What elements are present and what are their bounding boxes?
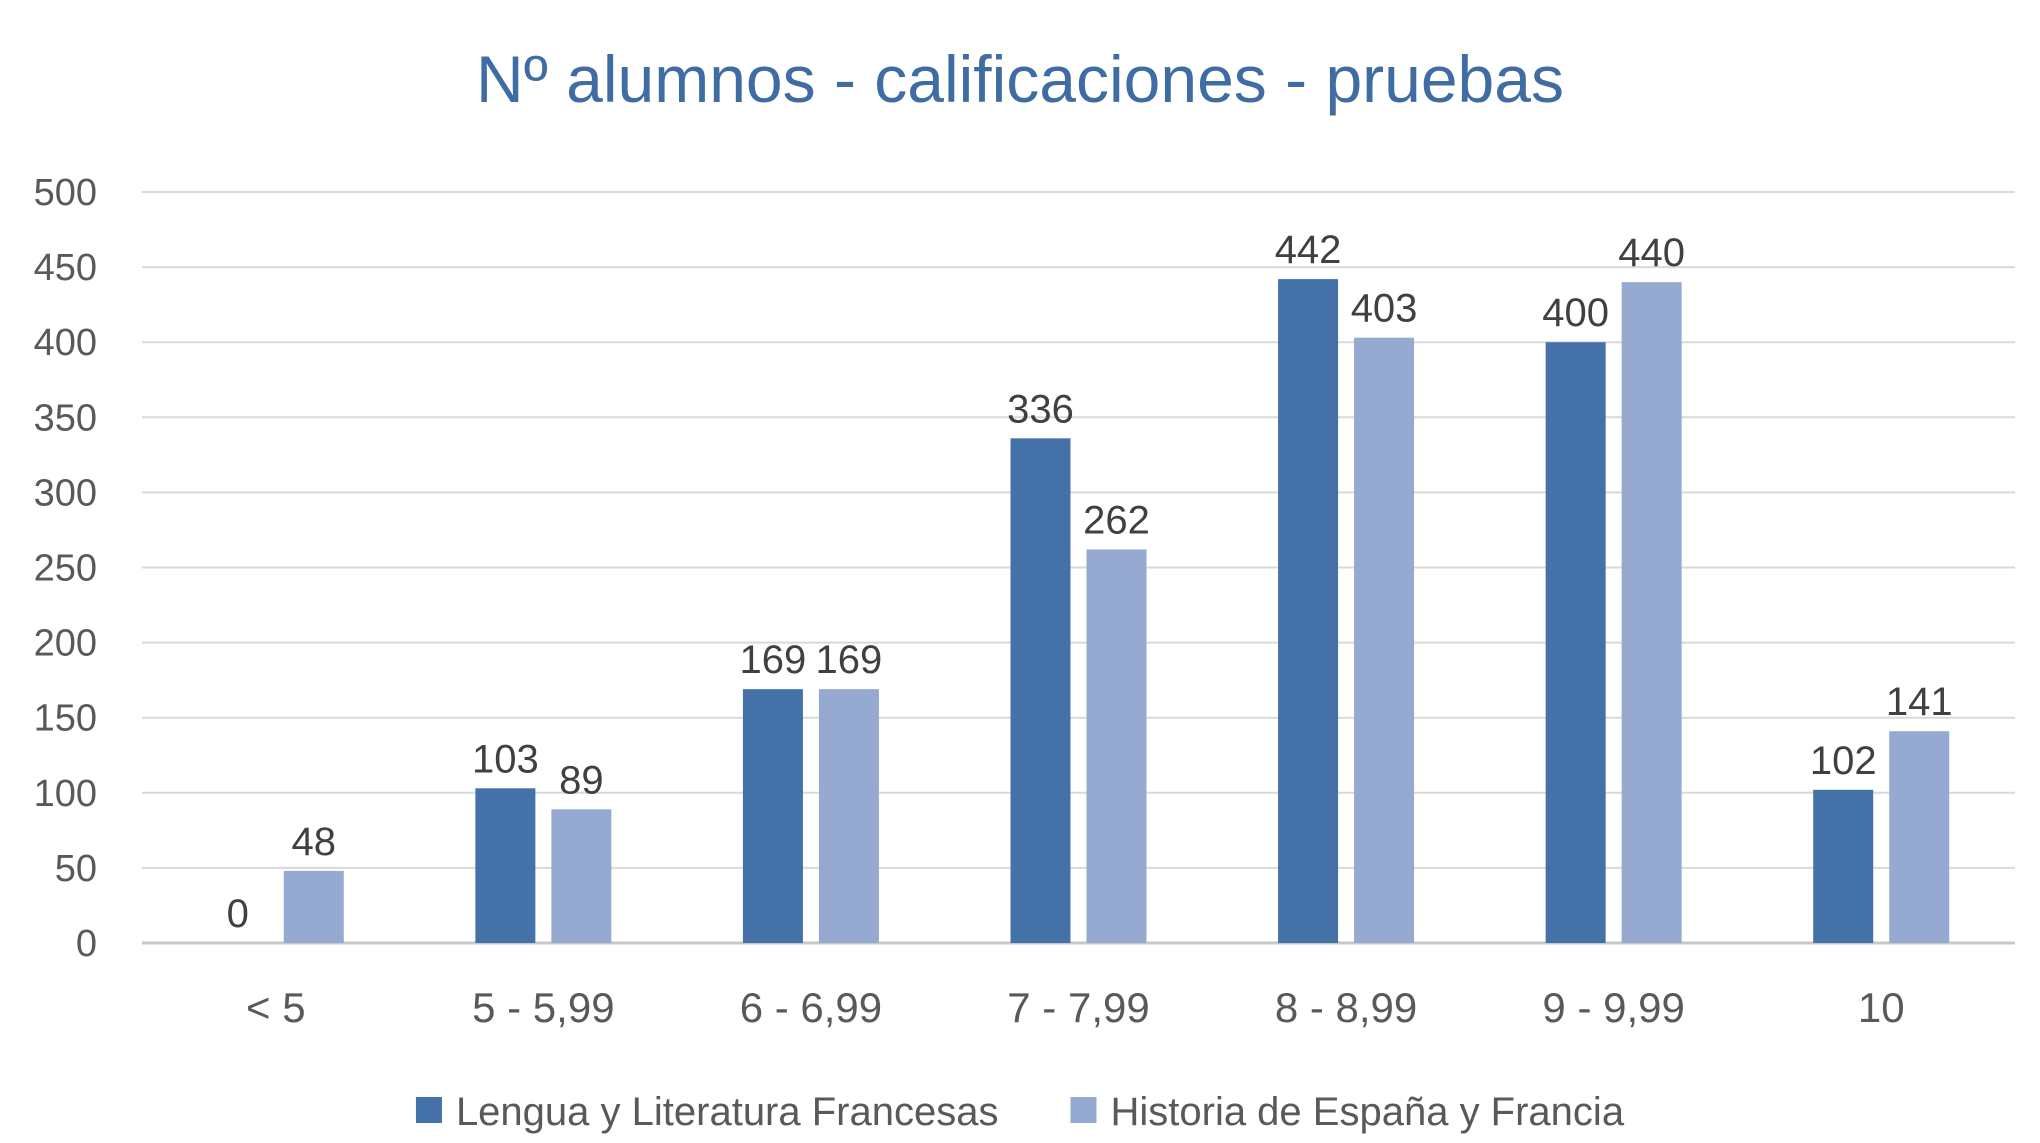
x-category-label: 9 - 9,99 (1542, 984, 1684, 1031)
y-tick-label: 200 (34, 623, 97, 665)
bar (475, 788, 536, 943)
x-category-label: 8 - 8,99 (1275, 984, 1417, 1031)
bar (1813, 789, 1874, 943)
data-label: 169 (816, 638, 883, 682)
data-label: 103 (472, 737, 539, 781)
bar (1086, 549, 1147, 943)
x-category-label: 5 - 5,99 (472, 984, 614, 1031)
bar (1354, 337, 1415, 944)
y-axis-ticks: 0 50 100 150 200 250 300 350 400 450 500 (34, 172, 97, 965)
bar (1545, 342, 1606, 943)
data-label: 102 (1810, 739, 1877, 783)
y-tick-label: 50 (55, 848, 97, 890)
y-tick-label: 250 (34, 548, 97, 590)
y-tick-label: 150 (34, 698, 97, 740)
x-category-label: 7 - 7,99 (1007, 984, 1149, 1031)
data-label: 48 (292, 820, 337, 864)
legend-label: Lengua y Literatura Francesas (456, 1090, 999, 1134)
data-label: 403 (1351, 287, 1418, 331)
y-tick-label: 300 (34, 472, 97, 514)
x-category-label: 10 (1858, 984, 1905, 1031)
data-label: 169 (740, 638, 807, 682)
bar (742, 689, 803, 943)
bar (1621, 282, 1682, 943)
bar (551, 809, 612, 943)
bar (1278, 279, 1339, 944)
x-axis-categories: < 5 5 - 5,99 6 - 6,99 7 - 7,99 8 - 8,99 9 - 9… (246, 984, 1905, 1031)
data-label: 442 (1275, 228, 1342, 272)
x-category-label: 6 - 6,99 (740, 984, 882, 1031)
legend-swatch (415, 1097, 442, 1123)
legend-item: Lengua y Literatura Francesas (415, 1090, 999, 1134)
y-tick-label: 350 (34, 397, 97, 439)
legend-label: Historia de España y Francia (1110, 1090, 1624, 1134)
chart-title: Nº alumnos - calificaciones - pruebas (476, 42, 1564, 116)
legend-item: Historia de España y Francia (1070, 1090, 1625, 1134)
y-tick-label: 0 (76, 923, 97, 965)
bar (283, 870, 344, 943)
data-label: 89 (559, 758, 604, 802)
bars (283, 279, 1950, 944)
y-tick-label: 500 (34, 172, 97, 214)
x-category-label: < 5 (246, 984, 306, 1031)
bar (818, 689, 879, 943)
legend: Lengua y Literatura Francesas Historia de… (415, 1090, 1625, 1134)
data-label: 336 (1007, 387, 1074, 431)
bar (1889, 731, 1950, 943)
bar (1010, 438, 1071, 943)
data-label: 262 (1083, 498, 1150, 542)
y-tick-label: 450 (34, 247, 97, 289)
gridlines (142, 191, 2015, 945)
data-label: 0 (227, 892, 249, 936)
data-label: 400 (1542, 291, 1609, 335)
y-tick-label: 100 (34, 773, 97, 815)
data-label: 141 (1886, 680, 1953, 724)
y-tick-label: 400 (34, 322, 97, 364)
legend-swatch (1070, 1097, 1097, 1123)
data-label: 440 (1618, 231, 1685, 275)
